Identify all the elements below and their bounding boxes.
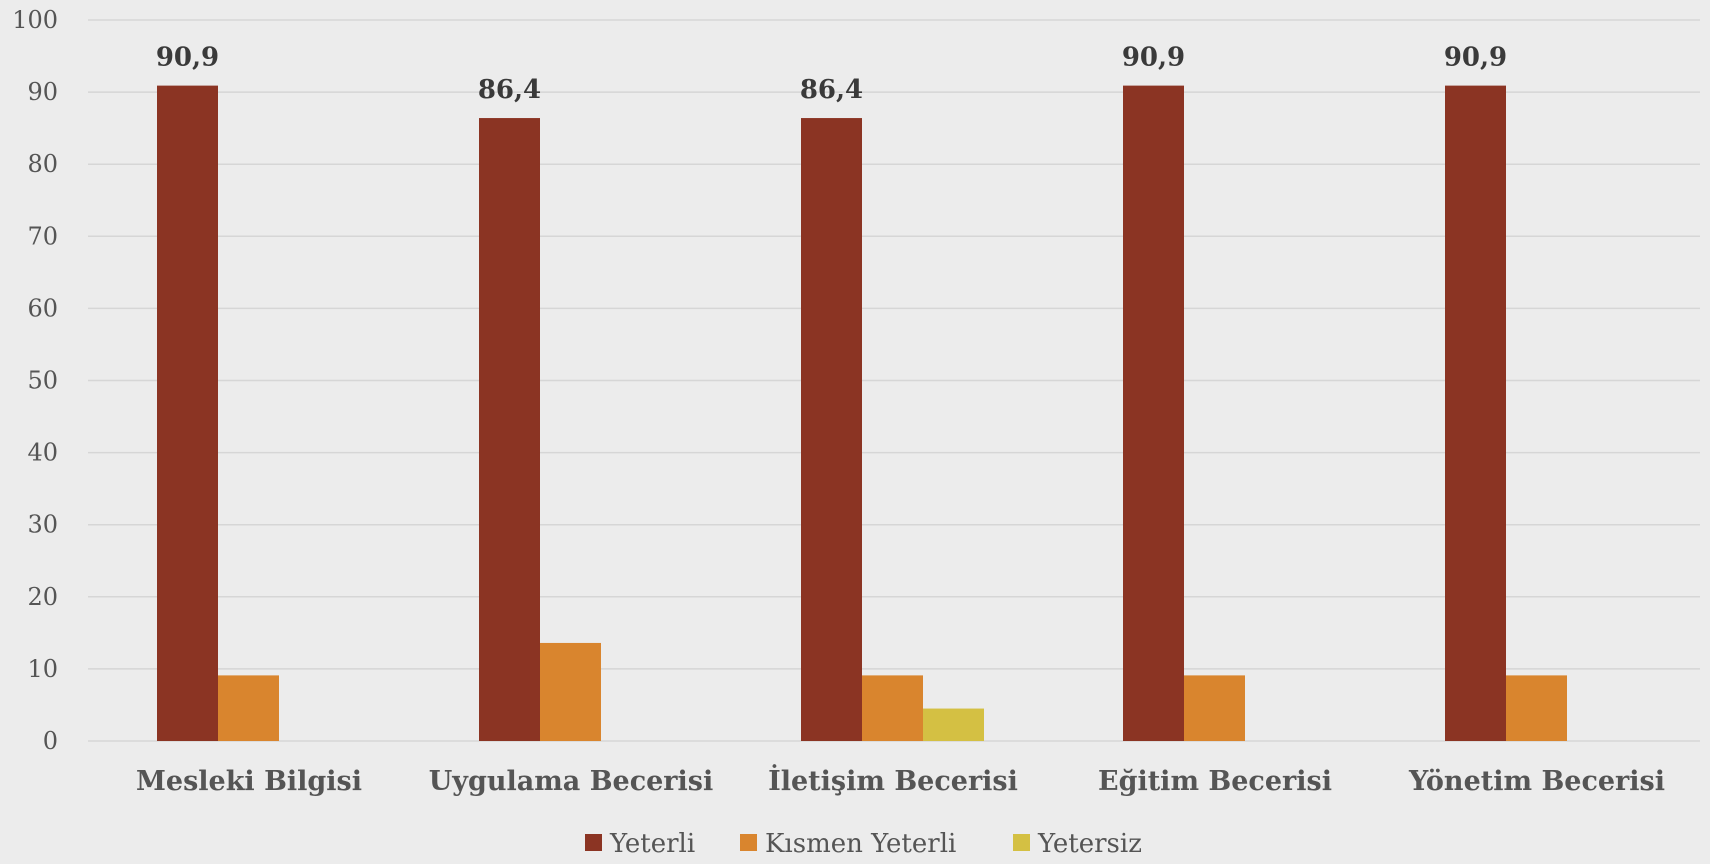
x-category-label: Eğitim Becerisi [1098,766,1332,797]
y-tick-label: 100 [12,6,58,34]
y-tick-label: 90 [27,78,58,106]
y-tick-label: 40 [27,439,58,467]
y-tick-label: 50 [27,367,58,395]
bar-kısmen-yeterli [218,675,279,741]
data-label: 90,9 [1444,43,1507,73]
legend-label: Yeterli [609,829,695,859]
y-tick-label: 70 [27,222,58,250]
bar-yeterli [479,118,540,741]
x-category-label: Yönetim Becerisi [1408,766,1665,797]
y-tick-label: 10 [27,655,58,683]
bar-yetersiz [923,708,984,741]
legend-label: Yetersiz [1037,829,1142,859]
x-axis-categories: Mesleki Bilgisi Uygulama Becerisi İletişim… [136,763,1665,797]
data-label: 90,9 [1122,43,1185,73]
bar-kısmen-yeterli [1184,675,1245,741]
y-tick-label: 20 [27,583,58,611]
x-category-label: Mesleki Bilgisi [136,766,362,797]
data-label: 86,4 [478,75,541,105]
grid-layer [88,19,1700,742]
legend-swatch [585,834,602,851]
legend-label: Kısmen Yeterli [765,829,956,859]
x-category-label: Uygulama Becerisi [429,766,714,797]
bar-kısmen-yeterli [1506,675,1567,741]
y-tick-label: 30 [27,511,58,539]
bar-yeterli [1123,85,1184,741]
legend-swatch [740,834,757,851]
data-labels: 90,9 86,4 86,4 90,9 90,9 [156,43,1507,105]
bar-yeterli [801,118,862,741]
bars [157,85,1567,741]
bar-kısmen-yeterli [862,675,923,741]
data-label: 90,9 [156,43,219,73]
data-label: 86,4 [800,75,863,105]
y-tick-label: 0 [43,727,58,755]
bar-kısmen-yeterli [540,642,601,741]
y-axis-ticks: 0 10 20 30 40 50 60 70 80 90 100 [12,6,58,755]
legend: Yeterli Kısmen Yeterli Yetersiz [585,829,1142,859]
y-tick-label: 80 [27,150,58,178]
bar-yeterli [157,85,218,741]
legend-swatch [1013,834,1030,851]
bar-yeterli [1445,85,1506,741]
x-category-label: İletişim Becerisi [768,763,1018,797]
y-tick-label: 60 [27,294,58,322]
